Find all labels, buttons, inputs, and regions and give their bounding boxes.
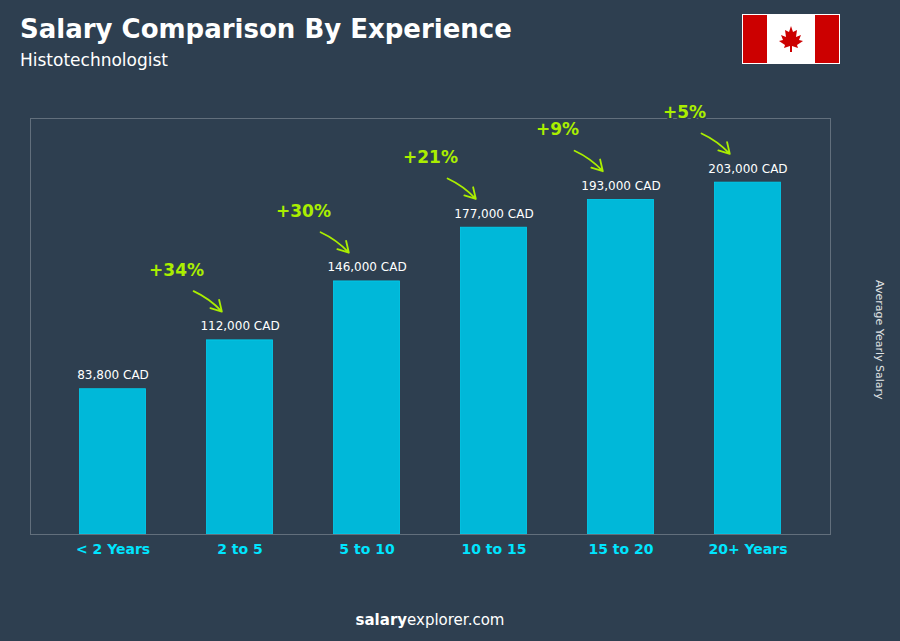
svg-text:83,800 CAD: 83,800 CAD xyxy=(77,368,149,382)
svg-text:+34%: +34% xyxy=(149,260,204,280)
svg-text:2 to 5: 2 to 5 xyxy=(217,541,263,557)
svg-text:193,000 CAD: 193,000 CAD xyxy=(581,179,660,193)
svg-text:+21%: +21% xyxy=(403,147,458,167)
svg-text:146,000 CAD: 146,000 CAD xyxy=(327,260,406,274)
html-text:Salary Comparison By Experienc: Salary Comparison By Experience xyxy=(20,14,512,44)
svg-text:112,000 CAD: 112,000 CAD xyxy=(200,319,279,333)
svg-text:10 to 15: 10 to 15 xyxy=(461,541,526,557)
html-text:Average Yearly Salary: Average Yearly Salary xyxy=(873,280,886,400)
svg-text:+30%: +30% xyxy=(276,201,331,221)
html-text:salary explorer.com: salary explorer.com xyxy=(355,611,505,629)
svg-text:15 to 20: 15 to 20 xyxy=(588,541,653,557)
svg-text:20+ Years: 20+ Years xyxy=(708,541,787,557)
svg-text:177,000 CAD: 177,000 CAD xyxy=(454,207,533,221)
html-text:Histotechnologist: Histotechnologist xyxy=(20,50,168,70)
svg-text:5 to 10: 5 to 10 xyxy=(339,541,395,557)
svg-text:203,000 CAD: 203,000 CAD xyxy=(708,162,787,176)
svg-text:< 2 Years: < 2 Years xyxy=(76,541,150,557)
svg-text:+5%: +5% xyxy=(663,102,706,122)
svg-text:+9%: +9% xyxy=(536,119,579,139)
